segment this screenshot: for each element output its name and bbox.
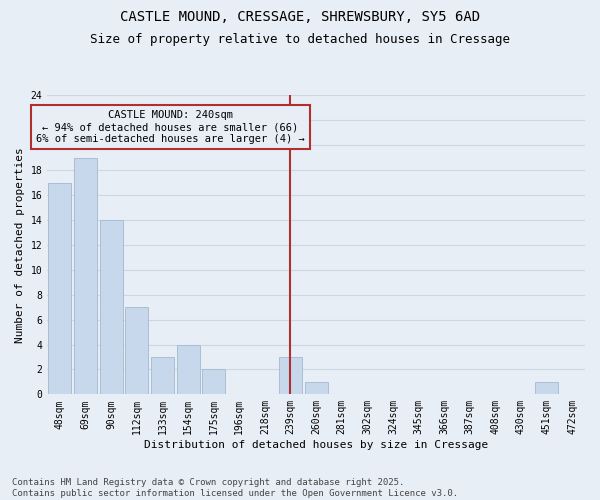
Bar	[176, 344, 200, 395]
Bar	[49, 182, 71, 394]
Bar	[279, 357, 302, 395]
Text: CASTLE MOUND, CRESSAGE, SHREWSBURY, SY5 6AD: CASTLE MOUND, CRESSAGE, SHREWSBURY, SY5 …	[120, 10, 480, 24]
Bar	[202, 370, 225, 394]
Text: Size of property relative to detached houses in Cressage: Size of property relative to detached ho…	[90, 32, 510, 46]
Bar	[535, 382, 558, 394]
Bar	[100, 220, 123, 394]
Bar	[305, 382, 328, 394]
Bar	[74, 158, 97, 394]
Text: Contains HM Land Registry data © Crown copyright and database right 2025.
Contai: Contains HM Land Registry data © Crown c…	[12, 478, 458, 498]
X-axis label: Distribution of detached houses by size in Cressage: Distribution of detached houses by size …	[144, 440, 488, 450]
Bar	[151, 357, 174, 395]
Y-axis label: Number of detached properties: Number of detached properties	[15, 147, 25, 343]
Text: CASTLE MOUND: 240sqm
← 94% of detached houses are smaller (66)
6% of semi-detach: CASTLE MOUND: 240sqm ← 94% of detached h…	[36, 110, 304, 144]
Bar	[125, 307, 148, 394]
